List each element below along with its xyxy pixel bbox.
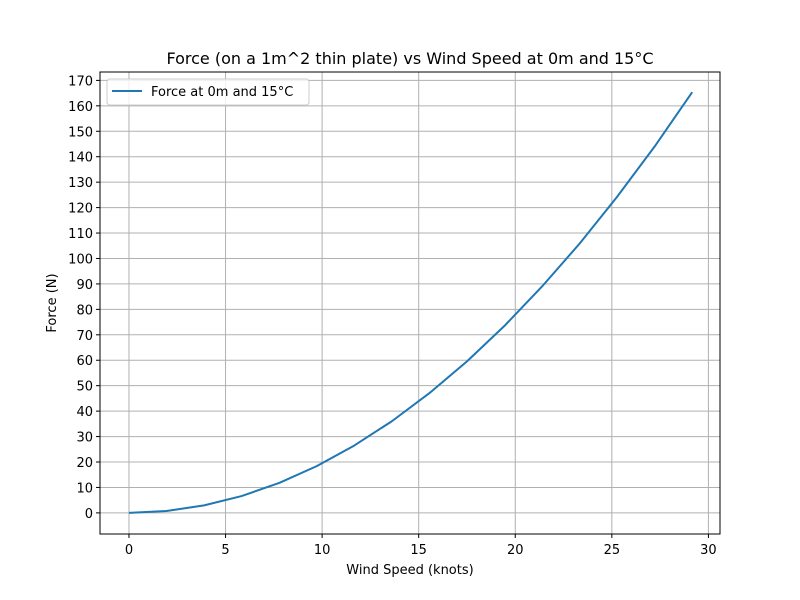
x-tick-label: 0 xyxy=(125,543,133,558)
x-tick-label: 20 xyxy=(507,543,524,558)
y-tick-label: 70 xyxy=(76,329,93,344)
legend: Force at 0m and 15°C xyxy=(106,78,310,106)
y-tick-label: 10 xyxy=(76,481,93,496)
x-axis-label: Wind Speed (knots) xyxy=(346,563,473,578)
ticks: 0 5 10 15 20 25 30 0 10 20 30 40 50 60 70 80 90 100 110 120… xyxy=(68,74,717,558)
y-tick-label: 110 xyxy=(68,227,93,242)
x-tick-label: 30 xyxy=(700,543,717,558)
y-tick-label: 130 xyxy=(68,176,93,191)
x-tick-label: 10 xyxy=(314,543,331,558)
series-line xyxy=(128,91,694,514)
legend-label: Force at 0m and 15°C xyxy=(151,85,293,100)
y-tick-label: 20 xyxy=(76,456,93,471)
y-tick-label: 0 xyxy=(85,507,93,522)
y-axis-label: Force (N) xyxy=(45,273,60,332)
y-tick-label: 170 xyxy=(68,74,93,89)
y-tick-label: 60 xyxy=(76,354,93,369)
y-tick-label: 80 xyxy=(76,303,93,318)
series-layer xyxy=(128,91,694,514)
y-tick-label: 50 xyxy=(76,380,93,395)
y-tick-label: 30 xyxy=(76,431,93,446)
y-tick-label: 100 xyxy=(68,252,93,267)
x-tick-label: 5 xyxy=(221,543,229,558)
chart-title: Force (on a 1m^2 thin plate) vs Wind Spe… xyxy=(166,49,653,68)
x-tick-label: 15 xyxy=(410,543,427,558)
y-tick-label: 40 xyxy=(76,405,93,420)
plot-frame xyxy=(99,71,721,535)
y-tick-label: 150 xyxy=(68,125,93,140)
grid xyxy=(100,72,720,534)
y-tick-label: 90 xyxy=(76,278,93,293)
legend-box xyxy=(106,78,310,106)
y-tick-label: 140 xyxy=(68,151,93,166)
y-tick-label: 120 xyxy=(68,202,93,217)
x-tick-label: 25 xyxy=(604,543,621,558)
y-tick-label: 160 xyxy=(68,100,93,115)
